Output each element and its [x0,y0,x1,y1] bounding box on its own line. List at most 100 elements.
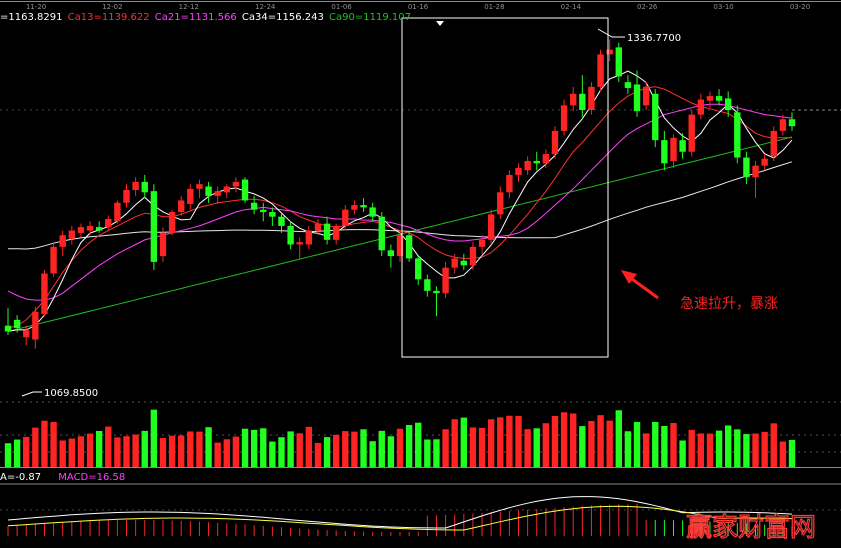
candle-body [269,212,276,217]
volume-bar [679,440,686,467]
x-tick-labels: 11-20 12-02 12-12 12-24 01-06 01-16 01-28 02-14… [26,3,810,11]
x-tick-label: 02-14 [561,3,582,11]
candle-body [168,212,176,233]
candle-body [551,130,559,155]
annotation-arrow-line [627,274,659,300]
candle-body [597,54,604,87]
x-tick-label: 01-28 [484,3,504,11]
candle-body [579,93,586,110]
marker-triangle-icon [436,21,444,26]
candle-body [679,140,686,152]
volume-bar [761,431,768,467]
volume-bar [123,436,130,467]
candle-body [41,273,48,315]
candle-body [351,205,358,210]
candle-body [779,119,787,131]
candle-body [105,218,112,228]
volume-bar [579,426,586,467]
volume-bar [533,428,540,467]
annotation-arrow-icon [621,270,637,284]
volume-bar [287,431,294,467]
candle-body [178,200,185,213]
volume-bar [752,433,759,467]
candle-body [743,157,750,178]
candle-body [250,202,258,210]
candle-body [95,227,103,231]
volume-bar [260,428,267,467]
legend-row: =1163.8291 Ca13=1139.622 Ca21=1131.566 C… [0,12,411,23]
candle-body [342,209,349,226]
low-value-label: 1069.8500 [44,388,98,399]
candle-body [724,98,732,110]
volume-bar [542,423,550,467]
volume-bar [168,435,176,467]
volume-bar [205,427,212,467]
volume-bar [597,415,604,467]
candle-body [624,82,632,88]
volume-bar [232,436,240,467]
candle-body [187,188,194,204]
macd-legend-a: A=-0.87 [0,472,41,483]
annotation-text: 急速拉升，暴涨 [680,296,778,312]
ca21-line [7,103,793,301]
x-tick-label: 03-20 [790,3,810,11]
macd-legend: A=-0.87 MACD=16.58 [0,472,125,483]
volume-bar [779,441,787,467]
volume-bar [688,429,695,467]
candle-body [697,99,705,115]
volume-bar [451,419,458,467]
candle-body [752,165,759,178]
volume-bar [68,438,76,467]
volume-bar [141,430,148,467]
candle-body [378,216,385,251]
x-tick-label: 02-26 [637,3,658,11]
candle-body [615,47,622,77]
x-tick-label: 01-16 [408,3,429,11]
volume-bar [41,420,48,467]
candle-body [132,181,139,190]
volume-bar [570,413,577,467]
legend-ma90: Ca90=1119.107 [329,12,411,23]
volume-bar [187,431,194,467]
volume-bar [95,430,103,467]
candle-body [323,223,331,240]
volume-bar [633,421,641,467]
high-value-label: 1336.7700 [627,33,681,44]
volume-bar [105,426,112,467]
volume-bar [86,433,94,467]
high-leader-line [597,28,625,38]
volume-bar [606,420,613,467]
candle-body [788,119,796,127]
x-tick-label: 12-12 [179,3,199,11]
watermark-text: 赢家财富网 [686,513,816,543]
volume-bar [433,439,440,467]
candle-body [451,258,458,268]
candle-body [469,246,477,266]
candle-body [305,230,313,245]
volume-bar [13,439,21,467]
volume-bar [788,439,796,467]
volume-bar [615,410,622,467]
candle-body [396,235,404,257]
candle-body [141,181,148,193]
volume-bar [342,431,349,467]
candle-body [369,207,376,217]
volume-bar [114,437,121,467]
candle-body [232,181,240,187]
candle-body [86,225,94,231]
volume-bar [32,427,39,467]
volume-bars [4,409,796,467]
candle-body [515,167,522,175]
candle-body [442,267,449,294]
volume-bar [697,433,705,467]
volume-bar [369,441,376,467]
candle-body [761,158,768,166]
surge-highlight-box [401,17,609,358]
candle-body [524,161,531,171]
volume-bar [77,436,85,467]
volume-bar [241,428,249,467]
volume-bar [250,429,258,467]
candle-body [196,184,203,189]
volume-bar [442,429,449,467]
volume-bar [214,442,221,467]
